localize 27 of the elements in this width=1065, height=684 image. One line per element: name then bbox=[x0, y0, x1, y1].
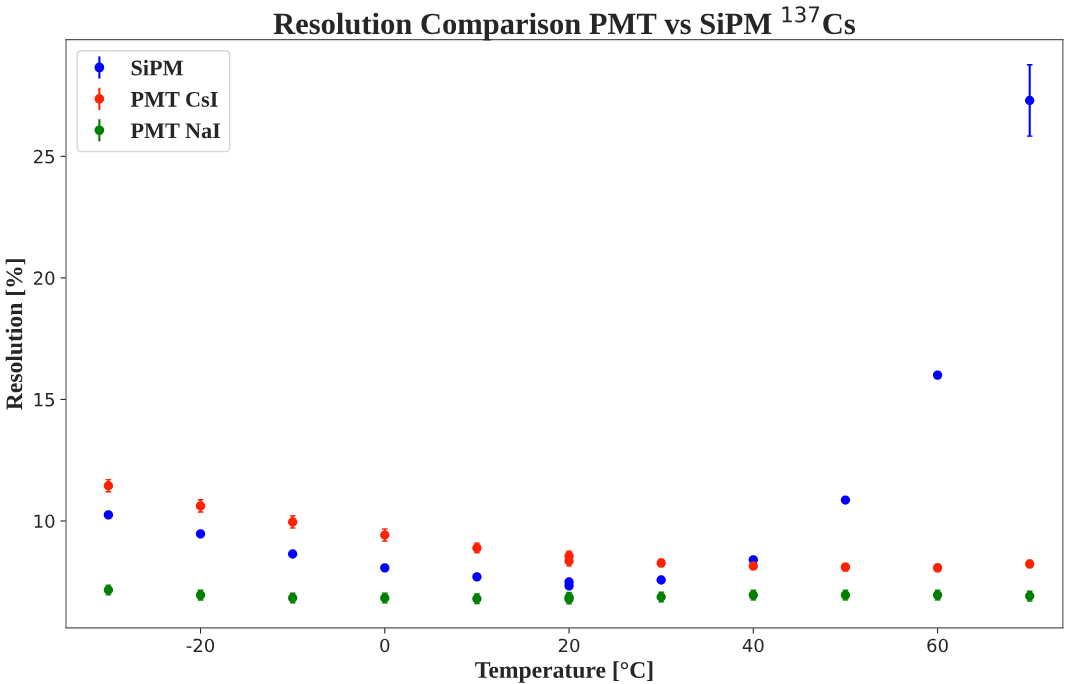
chart-title: Resolution Comparison PMT vs SiPM $^{137}$Cs bbox=[273, 6, 855, 41]
point bbox=[748, 561, 758, 571]
point bbox=[380, 563, 390, 573]
point bbox=[472, 572, 482, 582]
x-tick-label: 60 bbox=[927, 638, 948, 653]
legend-label: SiPM bbox=[131, 59, 183, 76]
y-tick-label: 25 bbox=[33, 149, 55, 164]
point bbox=[195, 501, 206, 511]
point bbox=[1025, 95, 1035, 106]
point bbox=[656, 575, 666, 585]
y-tick-label: 15 bbox=[34, 393, 55, 407]
point bbox=[288, 517, 298, 527]
point bbox=[932, 370, 943, 380]
x-tick-label: 0 bbox=[380, 638, 390, 653]
x-tick-label: -20 bbox=[186, 638, 215, 653]
point bbox=[288, 549, 298, 559]
legend-label: PMT CsI bbox=[130, 91, 218, 107]
x-axis-title: Temperature [°C] bbox=[475, 661, 653, 683]
point bbox=[195, 529, 206, 539]
x-tick-label: 20 bbox=[558, 638, 580, 653]
y-axis-title: Resolution [%] bbox=[5, 259, 26, 410]
point bbox=[840, 495, 851, 505]
point bbox=[103, 510, 114, 520]
x-tick-label: 40 bbox=[742, 638, 764, 653]
y-tick-label: 20 bbox=[33, 271, 55, 285]
y-tick-label: 10 bbox=[34, 514, 55, 529]
legend-label: PMT NaI bbox=[130, 123, 221, 139]
